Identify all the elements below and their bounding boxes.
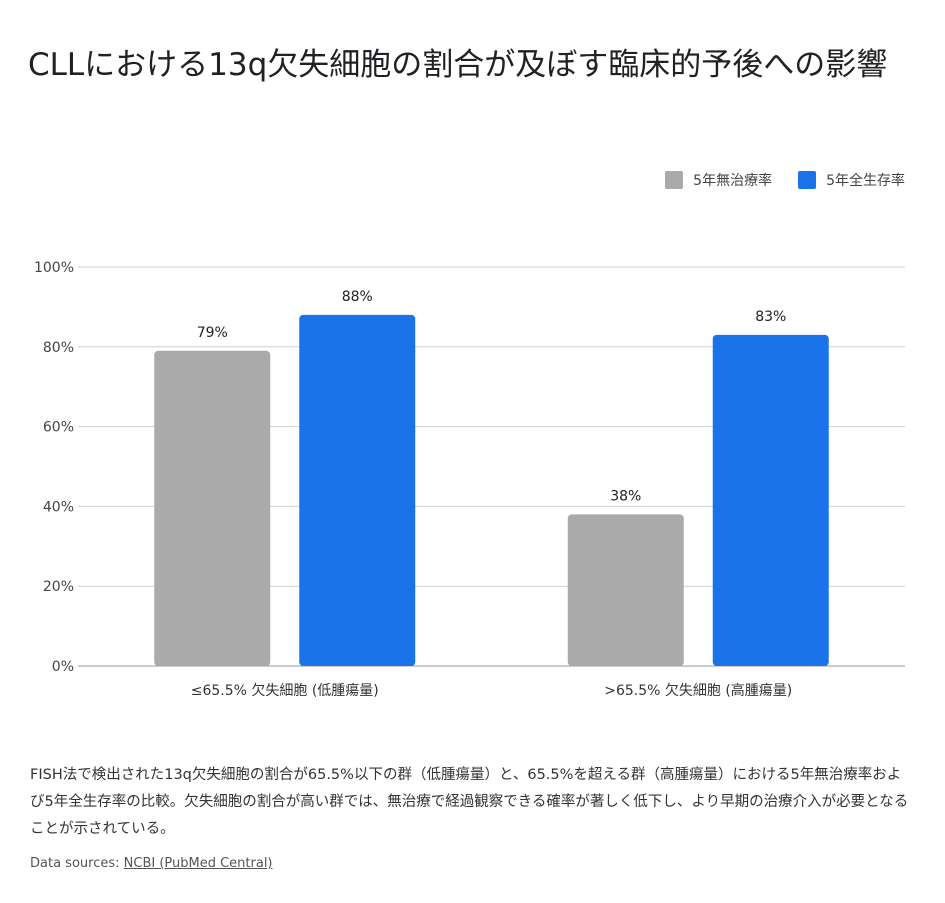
bar	[299, 314, 416, 666]
data-label: 88%	[342, 289, 373, 305]
legend: 5年無治療率 5年全生存率	[665, 170, 905, 190]
bar	[712, 334, 829, 666]
y-tick-label: 100%	[34, 260, 74, 276]
bar-chart: 0% 20% 40% 60% 80% 100% 79% 88% ≤65.5% 欠失細胞 (低腫瘍…	[34, 260, 905, 699]
data-label: 79%	[197, 325, 228, 341]
legend-item-survival[interactable]: 5年全生存率	[798, 170, 905, 190]
data-label: 83%	[755, 309, 786, 325]
source-link[interactable]: NCBI (PubMed Central)	[123, 856, 273, 871]
y-tick-label: 40%	[43, 499, 74, 515]
legend-label: 5年無治療率	[693, 173, 773, 189]
chart-description: FISH法で検出された13q欠失細胞の割合が65.5%以下の群（低腫瘍量）と、6…	[30, 767, 909, 837]
legend-swatch	[665, 171, 684, 189]
chart-title: CLLにおける13q欠失細胞の割合が及ぼす臨床的予後への影響	[28, 47, 888, 83]
x-tick-label: ≤65.5% 欠失細胞 (低腫瘍量)	[191, 682, 379, 699]
y-tick-label: 20%	[43, 579, 74, 595]
data-label: 38%	[610, 488, 641, 504]
data-source: Data sources: NCBI (PubMed Central)	[30, 856, 273, 871]
bar	[154, 350, 271, 666]
y-tick-label: 80%	[43, 340, 74, 356]
legend-label: 5年全生存率	[826, 173, 905, 189]
legend-item-untreated[interactable]: 5年無治療率	[665, 170, 772, 190]
y-tick-label: 60%	[43, 420, 74, 436]
source-prefix: Data sources:	[30, 856, 124, 871]
legend-swatch	[798, 171, 817, 189]
y-tick-label: 0%	[52, 659, 74, 675]
x-tick-label: >65.5% 欠失細胞 (高腫瘍量)	[604, 682, 792, 699]
bar	[567, 514, 684, 666]
